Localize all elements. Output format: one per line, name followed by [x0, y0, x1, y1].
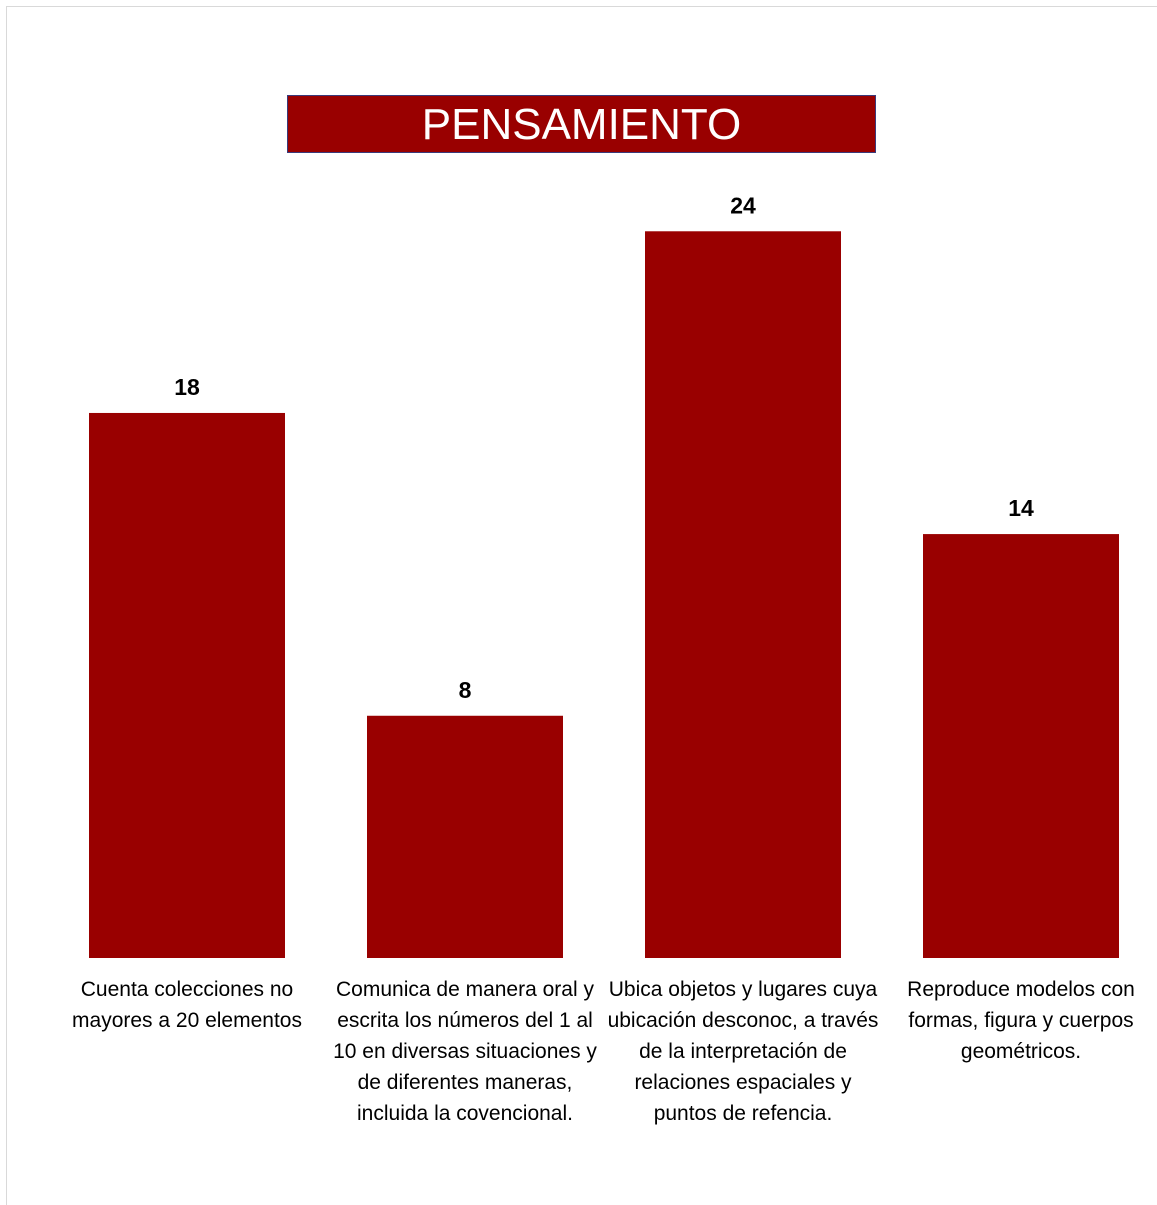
chart-title: PENSAMIENTO MATEMÁTICO: [287, 95, 876, 207]
value-label: 18: [174, 374, 200, 400]
frame: [6, 6, 1157, 1205]
x-tick-label: Reproduce modelos con formas, figura y c…: [907, 978, 1135, 1063]
bar: [923, 534, 1119, 958]
value-label: 8: [459, 677, 472, 703]
bar: [367, 715, 563, 958]
x-tick-label: Cuenta colecciones no mayores a 20 eleme…: [72, 978, 302, 1032]
x-tick-label: Comunica de manera oral y escrita los nú…: [333, 978, 597, 1125]
value-label: 14: [1008, 495, 1034, 521]
x-tick-label: Ubica objetos y lugares cuya ubicación d…: [607, 978, 879, 1125]
bar: [89, 412, 285, 959]
value-label: 24: [730, 192, 756, 218]
bar: [645, 231, 841, 958]
